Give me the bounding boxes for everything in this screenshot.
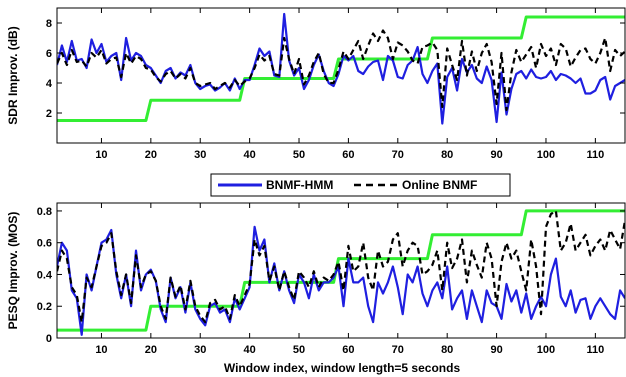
pesq-xtick-label: 50 (293, 344, 305, 356)
pesq-xtick-label: 30 (194, 344, 206, 356)
pesq-ytick-label: 0.6 (37, 238, 52, 250)
pesq-xtick-label: 110 (586, 344, 604, 356)
pesq-plot-background (57, 203, 625, 338)
sdr-xtick-label: 50 (293, 149, 305, 161)
pesq-xtick-label: 20 (145, 344, 157, 356)
sdr-ytick-label: 4 (46, 78, 53, 90)
sdr-plot-background (57, 8, 625, 143)
pesq-axes-frame (56, 202, 626, 339)
sdr-xtick-label: 10 (95, 149, 107, 161)
sdr-xtick-label: 70 (392, 149, 404, 161)
pesq-panel: 10 20 30 40 50 60 70 80 90 100 110 0 0.2 0.4 0.6 0.8 PES… (6, 202, 626, 356)
sdr-xtick-label: 30 (194, 149, 206, 161)
pesq-ytick-label: 0.4 (37, 269, 53, 281)
legend: BNMF-HMM Online BNMF (210, 173, 511, 197)
sdr-line-step-series (57, 15, 625, 122)
sdr-xtick-label: 90 (490, 149, 502, 161)
sdr-line-online-bnmf (57, 29, 625, 112)
pesq-y-axis-label: PESQ Improv. (MOS) (6, 212, 20, 330)
legend-label-bnmf-hmm: BNMF-HMM (266, 178, 333, 192)
pesq-line-online-bnmf (57, 209, 625, 324)
sdr-line-bnmf-hmm (57, 12, 625, 125)
legend-label-online-bnmf: Online BNMF (402, 178, 477, 192)
sdr-y-axis-label: SDR Improv. (dB) (6, 26, 20, 124)
pesq-xtick-label: 10 (95, 344, 107, 356)
sdr-ytick-label: 8 (46, 18, 52, 30)
pesq-ytick-label: 0.8 (37, 206, 52, 218)
sdr-panel: 10 20 30 40 50 60 70 80 90 100 110 2 4 6 8 SDR Improv. … (6, 7, 626, 161)
pesq-xtick-label: 40 (244, 344, 256, 356)
pesq-xtick-label: 100 (537, 344, 555, 356)
sdr-ytick-label: 2 (46, 108, 52, 120)
sdr-series-group (57, 12, 625, 125)
pesq-xtick-label: 60 (342, 344, 354, 356)
sdr-xtick-label: 110 (586, 149, 604, 161)
sdr-xtick-label: 60 (342, 149, 354, 161)
pesq-series-group (57, 209, 625, 336)
sdr-xtick-label: 40 (244, 149, 256, 161)
pesq-xtick-label: 90 (490, 344, 502, 356)
pesq-ytick-label: 0.2 (37, 301, 52, 313)
x-axis-label: Window index, window length=5 seconds (224, 361, 461, 375)
pesq-ytick-label: 0 (46, 333, 52, 345)
pesq-xtick-label: 80 (441, 344, 453, 356)
pesq-xtick-label: 70 (392, 344, 404, 356)
sdr-ytick-label: 6 (46, 48, 52, 60)
sdr-xtick-label: 80 (441, 149, 453, 161)
sdr-xtick-label: 100 (537, 149, 555, 161)
sdr-xtick-label: 20 (145, 149, 157, 161)
sdr-axes-frame (56, 7, 626, 144)
